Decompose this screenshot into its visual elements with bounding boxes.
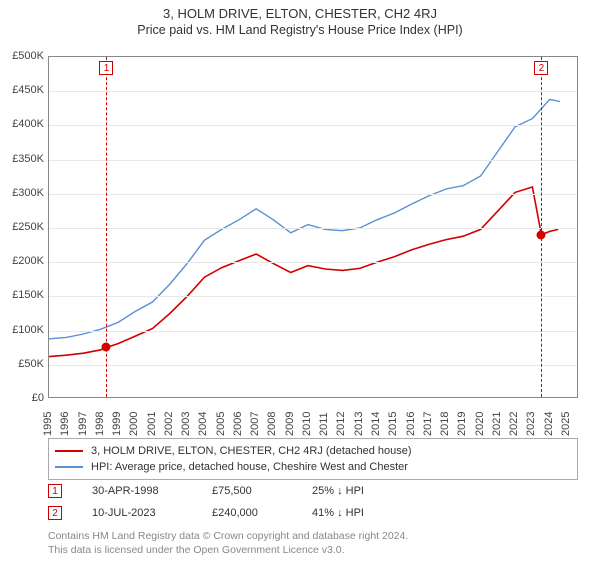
x-axis-label: 1995 — [42, 402, 54, 436]
x-axis-label: 2018 — [439, 402, 451, 436]
x-axis-label: 2020 — [474, 402, 486, 436]
transaction-price: £75,500 — [212, 485, 282, 497]
x-axis-label: 2015 — [387, 402, 399, 436]
x-axis-label: 1999 — [111, 402, 123, 436]
x-axis-label: 2008 — [266, 402, 278, 436]
transaction-date: 10-JUL-2023 — [92, 507, 182, 519]
legend-label: HPI: Average price, detached house, Ches… — [91, 461, 408, 473]
transaction-row: 1 30-APR-1998 £75,500 25% ↓ HPI — [48, 484, 578, 498]
legend-label: 3, HOLM DRIVE, ELTON, CHESTER, CH2 4RJ (… — [91, 445, 412, 457]
x-axis-label: 2004 — [197, 402, 209, 436]
footnote: Contains HM Land Registry data © Crown c… — [48, 530, 578, 557]
sale-dot — [102, 343, 111, 352]
x-axis-label: 2011 — [318, 402, 330, 436]
transaction-diff: 25% ↓ HPI — [312, 485, 364, 497]
x-axis-label: 2010 — [301, 402, 313, 436]
y-axis-label: £400K — [0, 118, 44, 130]
x-axis-label: 2009 — [284, 402, 296, 436]
y-axis-label: £350K — [0, 153, 44, 165]
gridline — [49, 125, 577, 126]
x-axis-label: 2016 — [405, 402, 417, 436]
x-axis-label: 2023 — [525, 402, 537, 436]
x-axis-label: 2019 — [456, 402, 468, 436]
legend-swatch — [55, 450, 83, 452]
chart-title: 3, HOLM DRIVE, ELTON, CHESTER, CH2 4RJ — [0, 6, 600, 21]
y-axis-label: £0 — [0, 392, 44, 404]
gridline — [49, 91, 577, 92]
transaction-date: 30-APR-1998 — [92, 485, 182, 497]
x-axis-label: 2001 — [146, 402, 158, 436]
x-axis-label: 2017 — [422, 402, 434, 436]
legend-swatch — [55, 466, 83, 468]
x-axis-label: 2021 — [491, 402, 503, 436]
legend-item: HPI: Average price, detached house, Ches… — [55, 459, 571, 475]
x-axis-label: 2007 — [249, 402, 261, 436]
gridline — [49, 331, 577, 332]
legend: 3, HOLM DRIVE, ELTON, CHESTER, CH2 4RJ (… — [48, 438, 578, 480]
x-axis-label: 2024 — [543, 402, 555, 436]
event-badge: 2 — [534, 61, 548, 75]
gridline — [49, 194, 577, 195]
y-axis-label: £500K — [0, 50, 44, 62]
chart-container: 3, HOLM DRIVE, ELTON, CHESTER, CH2 4RJ P… — [0, 6, 600, 566]
gridline — [49, 262, 577, 263]
transaction-diff: 41% ↓ HPI — [312, 507, 364, 519]
transaction-badge: 1 — [48, 484, 62, 498]
series-line — [49, 99, 560, 338]
chart-subtitle: Price paid vs. HM Land Registry's House … — [0, 23, 600, 37]
gridline — [49, 228, 577, 229]
x-axis-label: 2013 — [353, 402, 365, 436]
footnote-line: Contains HM Land Registry data © Crown c… — [48, 530, 578, 544]
x-axis-label: 2002 — [163, 402, 175, 436]
y-axis-label: £50K — [0, 358, 44, 370]
y-axis-label: £450K — [0, 84, 44, 96]
y-axis-label: £250K — [0, 221, 44, 233]
x-axis-label: 2006 — [232, 402, 244, 436]
sale-dot — [537, 230, 546, 239]
gridline — [49, 160, 577, 161]
transaction-row: 2 10-JUL-2023 £240,000 41% ↓ HPI — [48, 506, 578, 520]
event-line — [541, 57, 542, 397]
x-axis-label: 2022 — [508, 402, 520, 436]
event-badge: 1 — [99, 61, 113, 75]
legend-item: 3, HOLM DRIVE, ELTON, CHESTER, CH2 4RJ (… — [55, 443, 571, 459]
y-axis-label: £200K — [0, 255, 44, 267]
x-axis-label: 2014 — [370, 402, 382, 436]
x-axis-label: 1998 — [94, 402, 106, 436]
x-axis-label: 2000 — [128, 402, 140, 436]
transaction-price: £240,000 — [212, 507, 282, 519]
x-axis-label: 2025 — [560, 402, 572, 436]
footnote-line: This data is licensed under the Open Gov… — [48, 544, 578, 558]
gridline — [49, 296, 577, 297]
x-axis-label: 2012 — [335, 402, 347, 436]
gridline — [49, 365, 577, 366]
x-axis-label: 1997 — [77, 402, 89, 436]
plot-region: 12 — [48, 56, 578, 398]
x-axis-label: 1996 — [59, 402, 71, 436]
y-axis-label: £150K — [0, 289, 44, 301]
y-axis-label: £100K — [0, 324, 44, 336]
x-axis-label: 2003 — [180, 402, 192, 436]
transaction-badge: 2 — [48, 506, 62, 520]
x-axis-label: 2005 — [215, 402, 227, 436]
y-axis-label: £300K — [0, 187, 44, 199]
chart-area: 12 £0£50K£100K£150K£200K£250K£300K£350K£… — [48, 56, 578, 398]
